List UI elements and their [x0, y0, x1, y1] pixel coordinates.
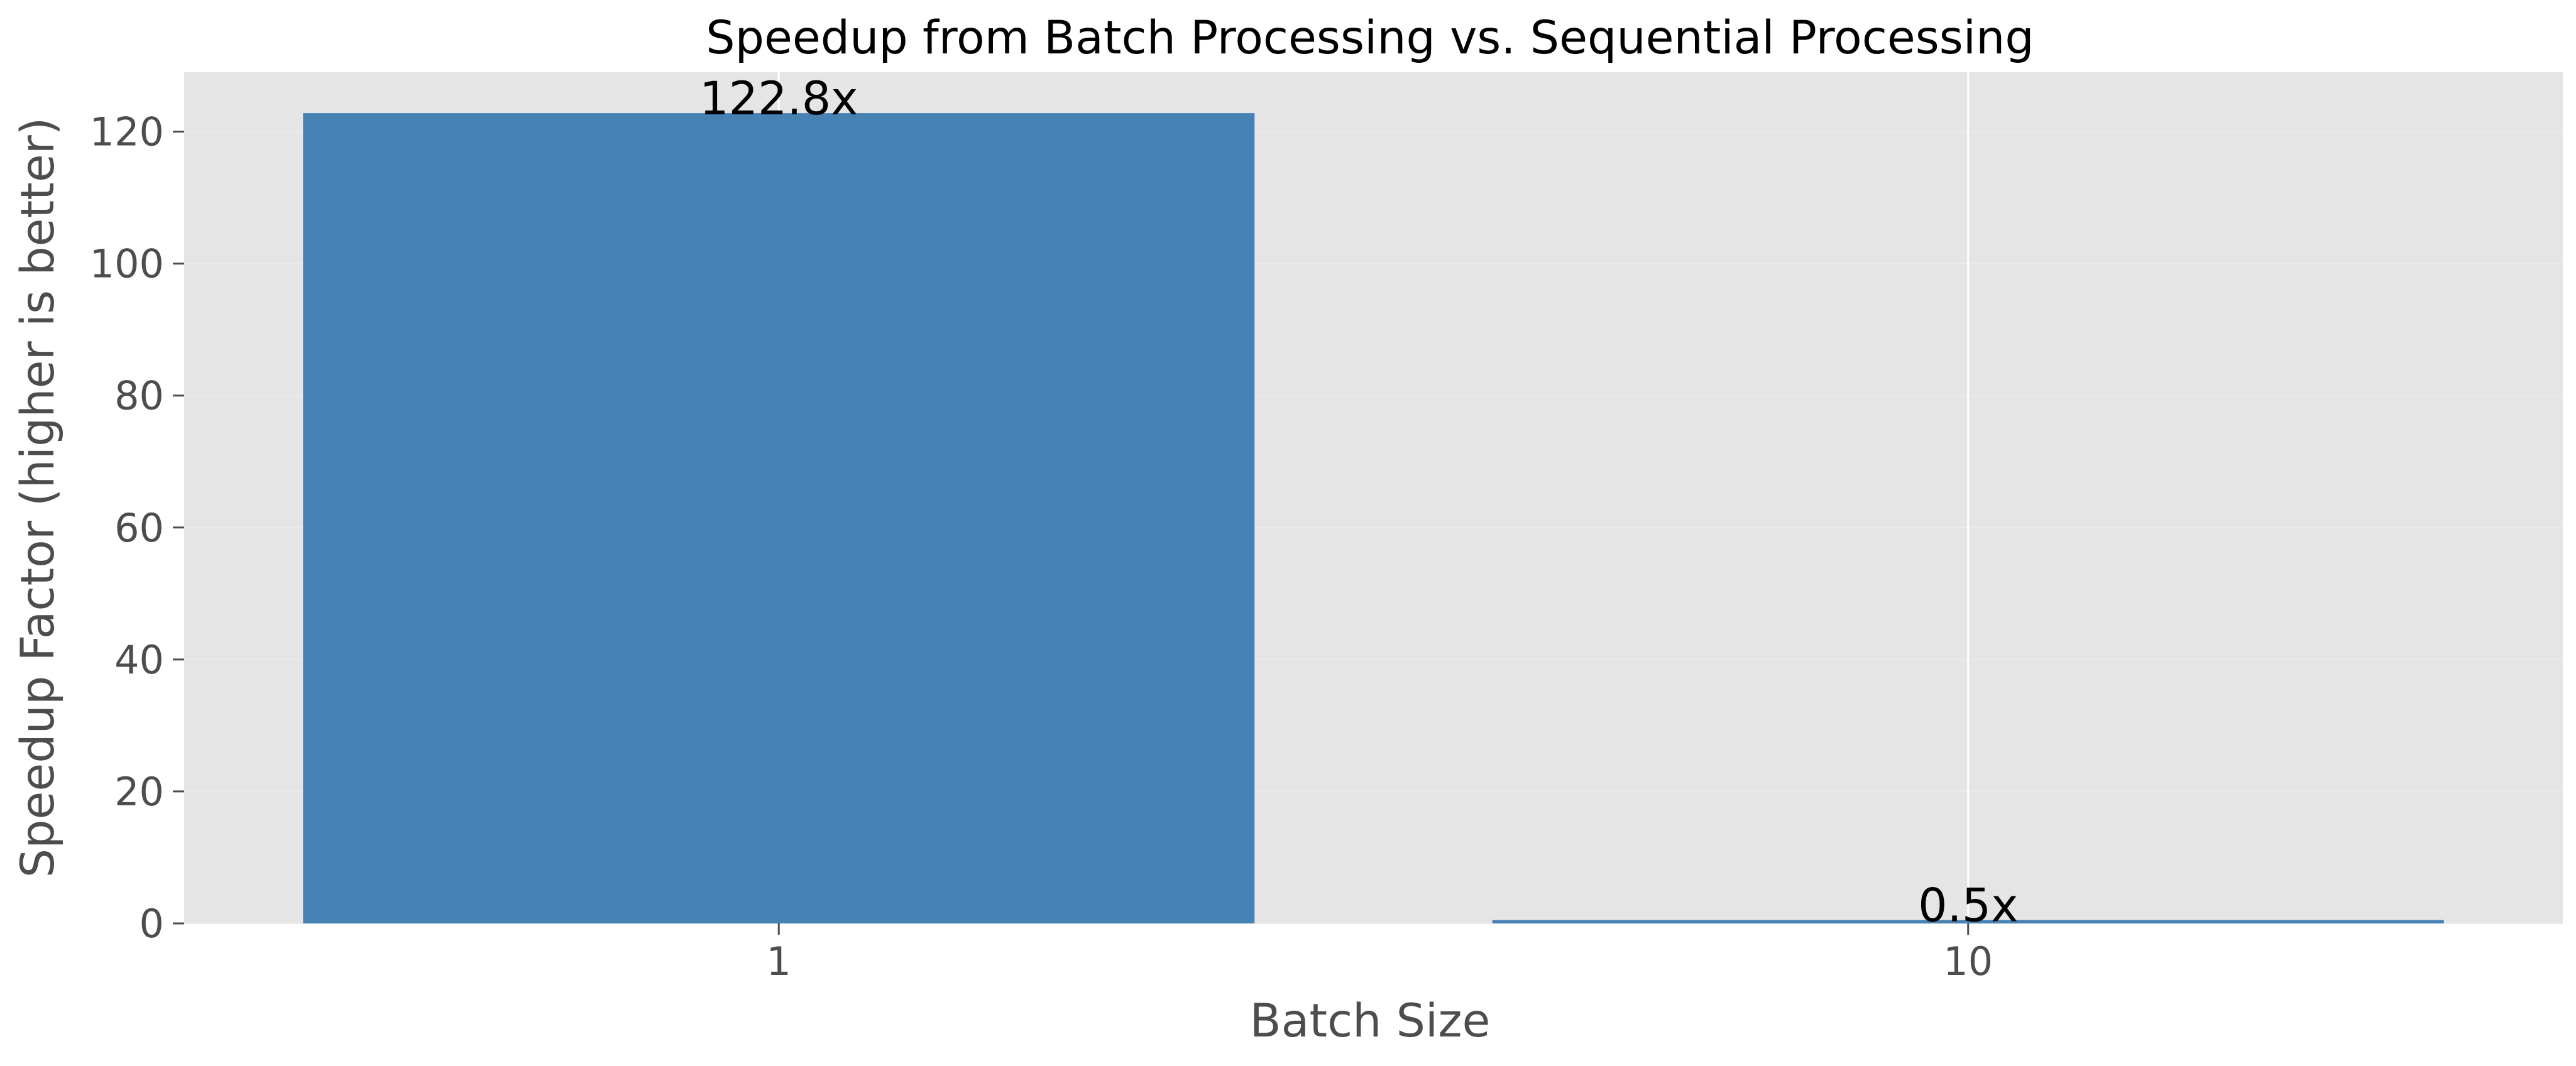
- x-tick-label: 10: [1943, 938, 1993, 984]
- bar-10: [1492, 920, 2444, 923]
- chart-title: Speedup from Batch Processing vs. Sequen…: [706, 11, 2034, 65]
- bar-1: [303, 113, 1255, 923]
- y-tick-label: 80: [114, 373, 164, 419]
- x-tick-label: 1: [767, 938, 791, 984]
- y-tick-label: 20: [114, 769, 164, 815]
- y-tick-label: 100: [90, 241, 164, 287]
- bars: [303, 113, 2444, 923]
- y-tick-label: 120: [90, 109, 164, 155]
- y-axis-label: Speedup Factor (higher is better): [11, 117, 65, 878]
- y-tick-label: 60: [114, 505, 164, 551]
- x-axis-label: Batch Size: [1250, 994, 1491, 1048]
- data-label-1: 122.8x: [699, 72, 858, 126]
- y-tick-label: 40: [114, 637, 164, 683]
- y-tick-label: 0: [140, 901, 164, 947]
- x-axis-ticks: 1 10: [767, 923, 1993, 984]
- y-axis-ticks: 0 20 40 60 80 100 120: [90, 109, 184, 947]
